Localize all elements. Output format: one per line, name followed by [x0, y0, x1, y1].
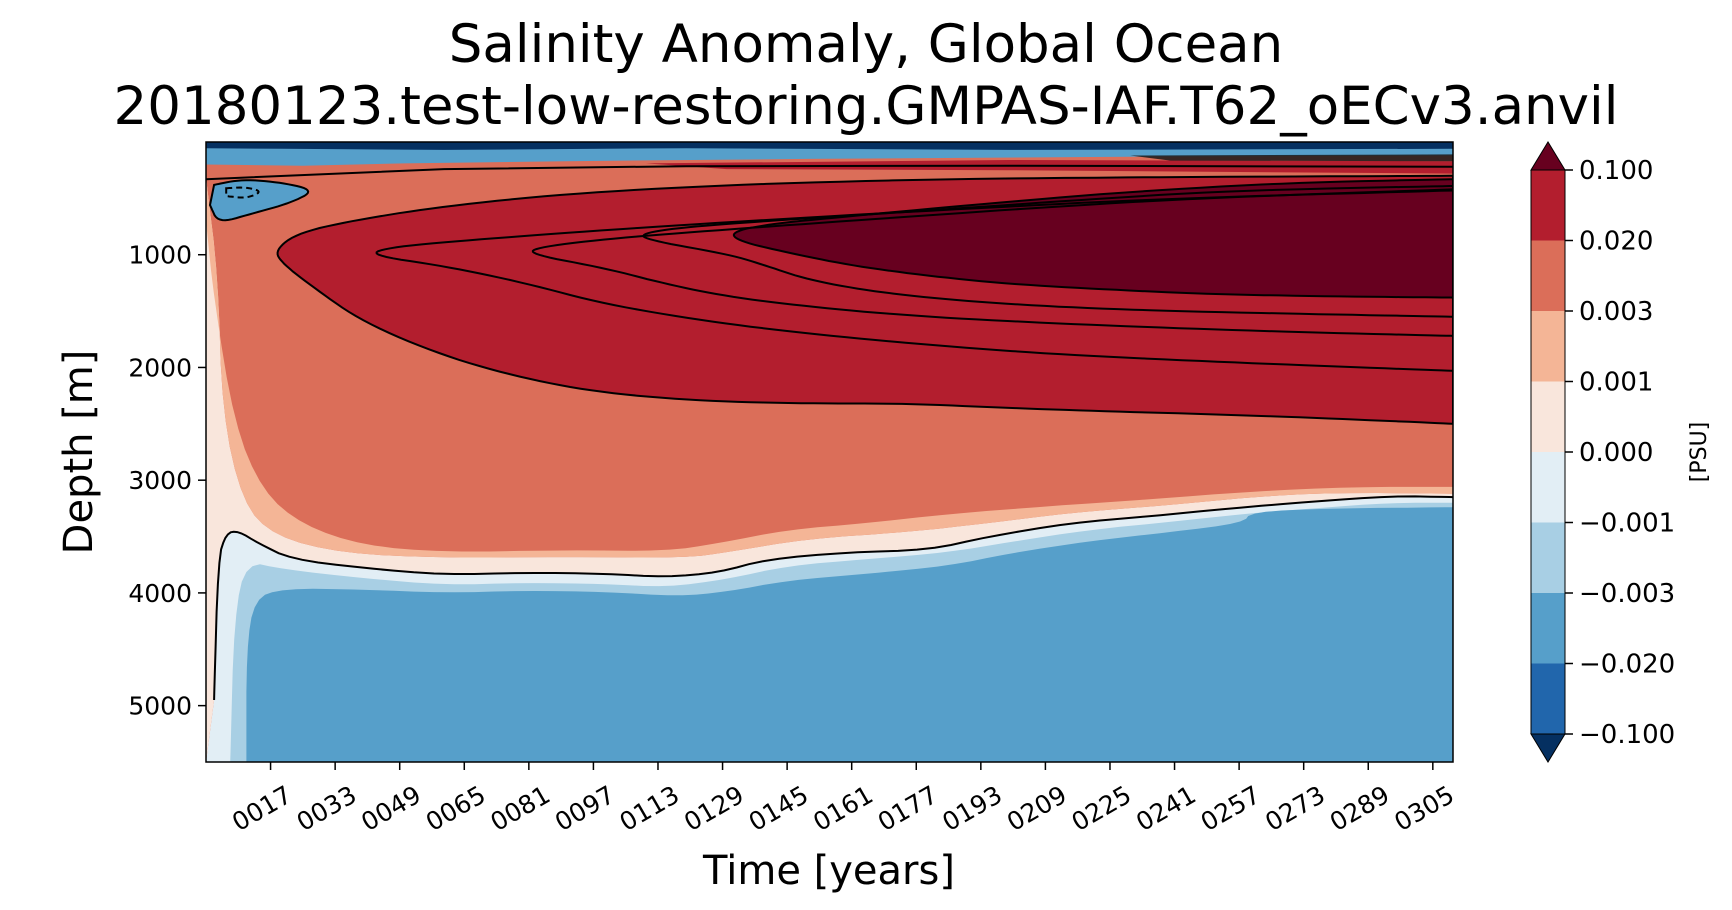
chart-title: Salinity Anomaly, Global Ocean: [449, 14, 1284, 75]
y-tick-label: 3000: [128, 466, 192, 495]
x-tick-label: 0193: [937, 780, 1007, 837]
x-tick-label: 0209: [1002, 780, 1072, 837]
x-tick-label: 0305: [1389, 780, 1459, 837]
pocket-dashed-contour: [225, 186, 260, 199]
colorbar-extend-max: [1530, 141, 1566, 171]
colorbar-swatch: [1531, 452, 1565, 523]
x-tick-label: 0273: [1260, 780, 1330, 837]
colorbar-tick-label: 0.003: [1579, 297, 1653, 327]
colorbar-tick-label: 0.100: [1579, 156, 1653, 186]
colorbar-swatch: [1531, 381, 1565, 452]
surface-contour-cluster: [1130, 154, 1453, 162]
x-tick-label: 0177: [873, 780, 943, 837]
plot-area: [206, 142, 1453, 762]
x-tick-label: 0225: [1067, 780, 1137, 837]
x-axis-ticks: 0017003300490065008100970113012901450161…: [227, 762, 1459, 837]
colorbar-tick-label: 0.020: [1579, 227, 1653, 257]
contour-line-0.020: [276, 174, 1453, 425]
colorbar-label: [PSU]: [1687, 422, 1712, 483]
x-tick-label: 0145: [744, 780, 814, 837]
y-axis-label: Depth [m]: [56, 350, 102, 555]
contour-line-2: [531, 188, 1453, 337]
colorbar-tick-label: 0.001: [1579, 368, 1653, 398]
y-tick-label: 5000: [128, 692, 192, 721]
field-level-above-0.100: [733, 179, 1453, 298]
x-tick-label: 0161: [808, 780, 878, 837]
x-tick-label: 0081: [485, 780, 555, 837]
y-tick-label: 1000: [128, 241, 192, 270]
x-tick-label: 0289: [1325, 780, 1395, 837]
x-tick-label: 0129: [679, 780, 749, 837]
chart-subtitle: 20180123.test-low-restoring.GMPAS-IAF.T6…: [114, 76, 1619, 137]
surface-deep-layer: [206, 142, 1453, 150]
y-tick-label: 2000: [128, 353, 192, 382]
colorbar-tick-label: −0.100: [1579, 720, 1675, 750]
colorbar-tick-label: 0.000: [1579, 438, 1653, 468]
contour-line-0.000: [213, 495, 1453, 701]
contour-line-0.100: [732, 178, 1453, 299]
colorbar-swatch: [1531, 593, 1565, 664]
colorbar-tick-label: −0.001: [1579, 509, 1675, 539]
contour-line-surface: [206, 164, 1453, 181]
x-tick-label: 0257: [1196, 780, 1266, 837]
x-tick-label: 0113: [615, 780, 685, 837]
colorbar: −0.100 −0.020 −0.003 −0.001 0.000 0.001 0.003 0…: [1530, 141, 1675, 763]
x-axis-label: Time [years]: [702, 848, 955, 894]
y-tick-label: 4000: [128, 579, 192, 608]
x-tick-label: 0241: [1131, 780, 1201, 837]
colorbar-swatch: [1531, 311, 1565, 382]
subsurface-negative-pocket: [210, 180, 309, 221]
field-level-neg-0.020-0.003: [246, 507, 1453, 762]
y-axis-ticks: 1000 2000 3000 4000 5000: [128, 241, 206, 721]
colorbar-extend-min: [1530, 733, 1566, 763]
x-tick-label: 0049: [356, 780, 426, 837]
colorbar-swatch: [1531, 522, 1565, 593]
colorbar-swatch: [1531, 663, 1565, 734]
plot-frame: [205, 141, 1454, 763]
surface-positive-streak: [645, 160, 1453, 174]
colorbar-tick-label: −0.003: [1579, 579, 1675, 609]
contour-line-1: [642, 185, 1453, 318]
x-tick-label: 0017: [227, 780, 297, 837]
x-tick-label: 0065: [421, 780, 491, 837]
pocket-contour: [208, 179, 310, 222]
x-tick-label: 0033: [292, 780, 362, 837]
colorbar-swatch: [1531, 170, 1565, 241]
x-tick-label: 0097: [550, 780, 620, 837]
colorbar-tick-label: −0.020: [1579, 650, 1675, 680]
colorbar-swatch: [1531, 240, 1565, 311]
